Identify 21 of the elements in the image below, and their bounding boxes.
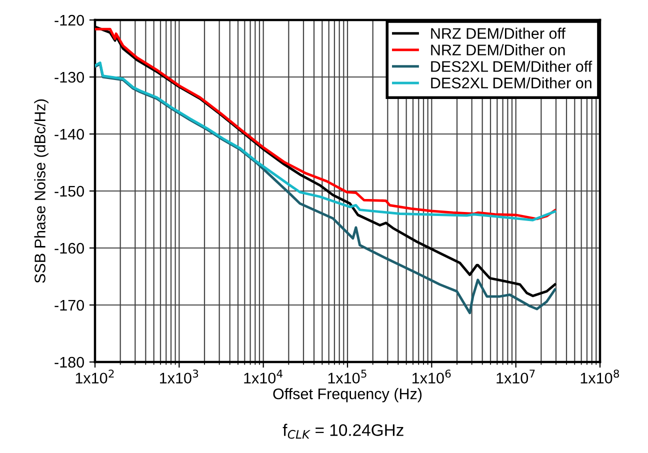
x-axis-title: Offset Frequency (Hz) (273, 388, 422, 402)
x-tick-label: 1x10$^{7}$ (496, 370, 535, 384)
y-tick-label: -130 (54, 72, 84, 83)
y-tick-label: -160 (54, 242, 84, 254)
text: f$_{CLK}$ = 10.24GHz (282, 424, 404, 439)
legend-label: DES2XL DEM/Dither on (431, 77, 592, 88)
y-tick-label: -150 (54, 186, 84, 197)
x-tick-label: 1x10$^{6}$ (412, 370, 451, 384)
x-tick-label: 1x10$^{3}$ (160, 370, 198, 384)
y-tick-label: -120 (54, 14, 84, 26)
y-tick-label: -180 (54, 356, 84, 368)
y-tick-label: -170 (54, 300, 84, 311)
legend-label: NRZ DEM/Dither off (431, 28, 566, 39)
x-tick-label: 1x10$^{4}$ (244, 370, 282, 384)
x-tick-label: 1x10$^{2}$ (76, 370, 114, 384)
y-tick-label: -140 (54, 128, 84, 140)
y-axis-title: SSB Phase Noise (dBc/Hz) (34, 99, 48, 283)
legend-label: NRZ DEM/Dither on (431, 44, 565, 56)
x-tick-label: 1x10$^{8}$ (580, 370, 620, 384)
legend-label: DES2XL DEM/Dither off (431, 60, 592, 72)
x-tick-label: 1x10$^{5}$ (328, 370, 366, 384)
